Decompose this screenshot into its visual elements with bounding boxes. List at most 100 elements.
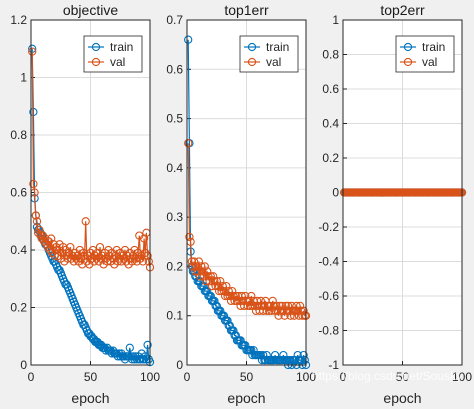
data-point-val (69, 257, 78, 266)
data-point-val (49, 240, 58, 249)
data-point-val (185, 232, 194, 242)
legend-marker-val (247, 57, 257, 67)
data-point-val (204, 272, 213, 281)
data-point-val (89, 257, 99, 266)
legend-box (83, 35, 143, 73)
data-point-val (292, 301, 301, 311)
y-tick-label: -0.6 (318, 289, 339, 303)
data-point-val (272, 301, 281, 311)
x-axis-label: epoch (71, 390, 109, 406)
y-tick-label: 0 (332, 186, 339, 200)
data-point-val (253, 296, 262, 306)
data-point-val (122, 257, 131, 266)
data-point-val (207, 281, 217, 291)
y-tick-label: 0.3 (166, 210, 183, 224)
data-point-train (259, 350, 268, 360)
data-point-train (184, 35, 193, 44)
data-point-val (200, 262, 209, 271)
y-tick-label: 0.8 (10, 128, 27, 142)
data-point-train (291, 355, 300, 365)
legend-label-val: val (266, 55, 281, 69)
x-tick-label: 0 (28, 370, 35, 384)
data-point-val (259, 306, 268, 315)
data-point-val (224, 286, 233, 296)
watermark: https://blog.csdn.net/Sousky (311, 369, 462, 383)
data-point-val (141, 248, 150, 258)
y-tick-label: 0.6 (166, 62, 183, 76)
legend-box (239, 35, 299, 73)
data-point-val (108, 254, 118, 263)
data-point-val (264, 306, 274, 315)
data-point-train (223, 316, 232, 325)
data-point-val (212, 277, 221, 286)
data-point-val (260, 301, 269, 311)
data-point-val (198, 267, 207, 276)
data-point-val (138, 257, 148, 266)
data-point-val (216, 277, 225, 286)
chart-top1err: 0 0.1 0.2 0.3 0.4 0.5 0.6 0.7 0 50 100 top1err epoch… (166, 2, 316, 406)
data-point-val (188, 262, 198, 271)
x-tick-label: 50 (240, 370, 254, 384)
y-tick-label: 0.2 (10, 301, 27, 315)
data-point-val (254, 301, 263, 311)
data-point-val (143, 251, 152, 260)
y-tick-label: 0.4 (10, 243, 27, 257)
data-point-val (194, 257, 204, 266)
data-point-val (285, 306, 294, 315)
data-point-val (144, 257, 153, 266)
axes-box (30, 19, 151, 366)
data-point-val (279, 306, 288, 315)
data-point-val (44, 237, 53, 246)
x-axis-label: epoch (227, 390, 265, 406)
data-point-val (267, 306, 276, 315)
data-point-val (135, 231, 144, 240)
y-tick-label: 0.6 (10, 186, 27, 200)
chart-title: top1err (224, 2, 269, 18)
data-point-val (192, 262, 201, 271)
y-tick-label: 0.4 (322, 117, 339, 131)
y-tick-label: 0.7 (166, 13, 183, 27)
legend-label-train: train (422, 40, 445, 54)
x-tick-label: 50 (396, 370, 410, 384)
data-point-train (136, 355, 145, 364)
y-tick-label: 0 (176, 358, 183, 372)
y-tick-label: 0.1 (166, 309, 183, 323)
y-tick-label: 0.8 (322, 48, 339, 62)
y-tick-label: 1 (20, 71, 27, 85)
y-tick-label: -0.4 (318, 255, 339, 269)
data-point-val (293, 306, 302, 315)
data-point-val (29, 179, 38, 189)
data-point-val (28, 47, 37, 56)
data-point-train (125, 343, 134, 352)
data-point-val (189, 257, 199, 266)
data-point-val (139, 234, 149, 243)
data-point-train (210, 296, 219, 306)
legend-marker-train (91, 42, 101, 52)
chart-objective: 0 0.2 0.4 0.6 0.8 1 1.2 0 50 100 objective epoch tra… (10, 2, 160, 406)
data-point-val (266, 301, 275, 311)
y-tick-label: 0 (20, 358, 27, 372)
y-tick-label: -0.8 (318, 324, 339, 338)
legend-label-val: val (422, 55, 437, 69)
chart-top2err: -1 -0.8 -0.6 -0.4 -0.2 0 0.2 0.4 0.6 0.8 1 0 50 100 to… (318, 2, 472, 406)
data-point-train (300, 355, 309, 365)
y-tick-label: 0.6 (322, 82, 339, 96)
chart-title: objective (63, 2, 118, 18)
y-tick-label: 1.2 (10, 13, 27, 27)
legend-box (395, 35, 455, 73)
data-point-val (273, 306, 282, 315)
data-point-val (66, 242, 75, 252)
data-point-val (95, 242, 105, 252)
legend-label-train: train (110, 40, 133, 54)
data-point-val (197, 262, 206, 271)
data-point-train (299, 350, 308, 360)
data-point-val (286, 311, 295, 320)
legend-label-val: val (110, 55, 125, 69)
legend-marker-train (403, 42, 413, 52)
x-tick-label: 100 (296, 370, 316, 384)
data-point-train (286, 355, 295, 365)
data-point-val (237, 291, 246, 301)
